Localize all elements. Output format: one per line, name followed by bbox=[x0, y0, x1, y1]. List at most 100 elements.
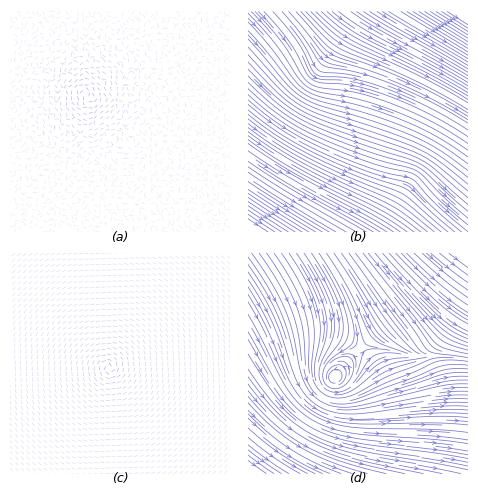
FancyArrowPatch shape bbox=[355, 156, 358, 159]
FancyArrowPatch shape bbox=[287, 454, 291, 457]
FancyArrowPatch shape bbox=[360, 352, 364, 355]
FancyArrowPatch shape bbox=[252, 22, 255, 26]
FancyArrowPatch shape bbox=[445, 265, 448, 268]
FancyArrowPatch shape bbox=[283, 203, 287, 207]
FancyArrowPatch shape bbox=[276, 206, 279, 210]
Text: (b): (b) bbox=[349, 231, 367, 244]
FancyArrowPatch shape bbox=[356, 333, 359, 336]
FancyArrowPatch shape bbox=[348, 122, 351, 126]
FancyArrowPatch shape bbox=[443, 39, 446, 42]
FancyArrowPatch shape bbox=[254, 42, 257, 45]
FancyArrowPatch shape bbox=[425, 32, 429, 36]
FancyArrowPatch shape bbox=[282, 125, 286, 129]
FancyArrowPatch shape bbox=[354, 444, 358, 447]
FancyArrowPatch shape bbox=[327, 420, 330, 423]
FancyArrowPatch shape bbox=[319, 186, 323, 189]
FancyArrowPatch shape bbox=[257, 142, 261, 145]
FancyArrowPatch shape bbox=[400, 313, 403, 316]
FancyArrowPatch shape bbox=[404, 175, 407, 178]
FancyArrowPatch shape bbox=[407, 280, 410, 284]
FancyArrowPatch shape bbox=[288, 426, 292, 430]
FancyArrowPatch shape bbox=[271, 211, 274, 215]
FancyArrowPatch shape bbox=[251, 462, 255, 466]
FancyArrowPatch shape bbox=[421, 318, 424, 322]
FancyArrowPatch shape bbox=[316, 309, 319, 313]
FancyArrowPatch shape bbox=[343, 169, 347, 172]
FancyArrowPatch shape bbox=[414, 467, 418, 470]
FancyArrowPatch shape bbox=[373, 65, 377, 68]
FancyArrowPatch shape bbox=[267, 213, 271, 216]
FancyArrowPatch shape bbox=[422, 288, 426, 291]
FancyArrowPatch shape bbox=[414, 266, 417, 269]
FancyArrowPatch shape bbox=[439, 65, 443, 68]
FancyArrowPatch shape bbox=[312, 406, 316, 409]
FancyArrowPatch shape bbox=[429, 412, 433, 415]
FancyArrowPatch shape bbox=[369, 36, 372, 39]
FancyArrowPatch shape bbox=[348, 193, 351, 196]
FancyArrowPatch shape bbox=[258, 220, 261, 223]
Text: (a): (a) bbox=[111, 231, 129, 244]
FancyArrowPatch shape bbox=[431, 43, 435, 46]
FancyArrowPatch shape bbox=[285, 297, 288, 301]
FancyArrowPatch shape bbox=[381, 422, 385, 426]
FancyArrowPatch shape bbox=[433, 466, 437, 470]
FancyArrowPatch shape bbox=[434, 27, 438, 30]
FancyArrowPatch shape bbox=[376, 459, 380, 462]
FancyArrowPatch shape bbox=[453, 322, 456, 325]
FancyArrowPatch shape bbox=[322, 277, 325, 281]
FancyArrowPatch shape bbox=[323, 321, 326, 325]
FancyArrowPatch shape bbox=[445, 209, 449, 212]
FancyArrowPatch shape bbox=[424, 316, 427, 319]
FancyArrowPatch shape bbox=[411, 188, 414, 192]
FancyArrowPatch shape bbox=[286, 170, 290, 173]
FancyArrowPatch shape bbox=[444, 397, 447, 401]
FancyArrowPatch shape bbox=[381, 403, 385, 406]
FancyArrowPatch shape bbox=[431, 29, 435, 32]
FancyArrowPatch shape bbox=[278, 170, 282, 173]
FancyArrowPatch shape bbox=[267, 296, 270, 299]
FancyArrowPatch shape bbox=[439, 268, 443, 271]
FancyArrowPatch shape bbox=[443, 186, 446, 190]
FancyArrowPatch shape bbox=[341, 173, 345, 176]
FancyArrowPatch shape bbox=[354, 356, 358, 359]
FancyArrowPatch shape bbox=[397, 95, 401, 98]
FancyArrowPatch shape bbox=[337, 318, 340, 321]
FancyArrowPatch shape bbox=[433, 441, 436, 445]
FancyArrowPatch shape bbox=[280, 405, 283, 409]
FancyArrowPatch shape bbox=[441, 459, 444, 462]
FancyArrowPatch shape bbox=[406, 81, 410, 84]
FancyArrowPatch shape bbox=[422, 34, 426, 37]
FancyArrowPatch shape bbox=[263, 215, 267, 218]
FancyArrowPatch shape bbox=[252, 422, 256, 426]
FancyArrowPatch shape bbox=[355, 146, 359, 149]
FancyArrowPatch shape bbox=[304, 444, 307, 447]
FancyArrowPatch shape bbox=[335, 391, 338, 395]
FancyArrowPatch shape bbox=[373, 302, 377, 306]
FancyArrowPatch shape bbox=[451, 262, 455, 265]
FancyArrowPatch shape bbox=[291, 199, 295, 202]
FancyArrowPatch shape bbox=[384, 359, 388, 362]
FancyArrowPatch shape bbox=[251, 414, 255, 417]
FancyArrowPatch shape bbox=[359, 462, 363, 465]
FancyArrowPatch shape bbox=[256, 460, 260, 464]
FancyArrowPatch shape bbox=[337, 206, 340, 209]
FancyArrowPatch shape bbox=[433, 448, 437, 451]
FancyArrowPatch shape bbox=[360, 89, 364, 92]
FancyArrowPatch shape bbox=[399, 391, 403, 394]
FancyArrowPatch shape bbox=[378, 106, 382, 109]
FancyArrowPatch shape bbox=[395, 388, 398, 392]
FancyArrowPatch shape bbox=[292, 464, 295, 467]
FancyArrowPatch shape bbox=[354, 315, 358, 318]
FancyArrowPatch shape bbox=[422, 423, 425, 426]
FancyArrowPatch shape bbox=[430, 373, 434, 376]
FancyArrowPatch shape bbox=[259, 83, 262, 87]
FancyArrowPatch shape bbox=[425, 297, 429, 300]
FancyArrowPatch shape bbox=[290, 204, 293, 207]
FancyArrowPatch shape bbox=[412, 320, 415, 324]
FancyArrowPatch shape bbox=[367, 301, 370, 304]
FancyArrowPatch shape bbox=[314, 465, 317, 468]
FancyArrowPatch shape bbox=[382, 14, 386, 17]
FancyArrowPatch shape bbox=[382, 175, 386, 178]
FancyArrowPatch shape bbox=[447, 390, 451, 394]
FancyArrowPatch shape bbox=[436, 382, 440, 385]
